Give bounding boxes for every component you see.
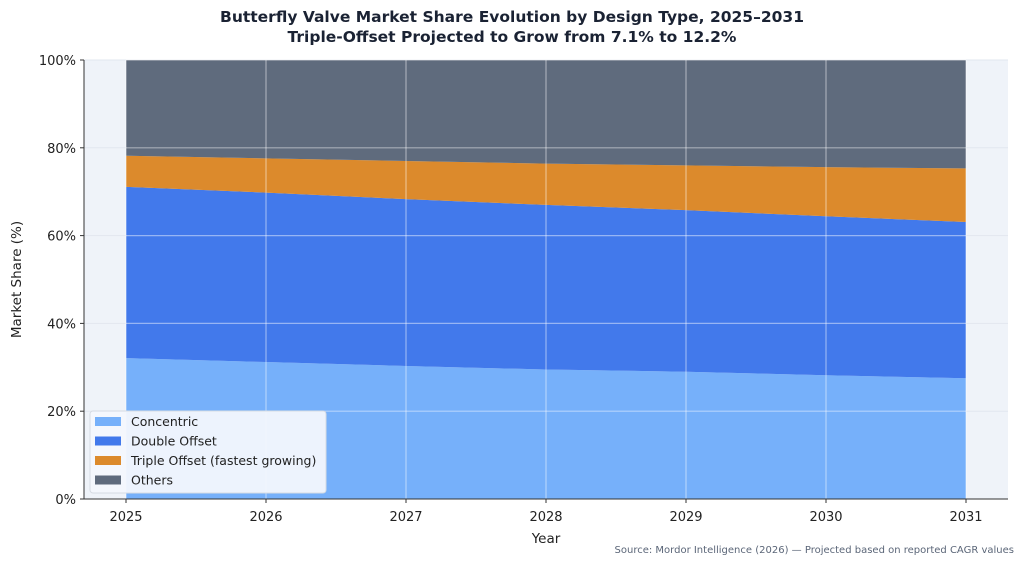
y-axis-label: Market Share (%) [9,221,25,338]
y-tick-label: 0% [55,493,76,508]
legend-label: Concentric [131,414,198,429]
area-others [126,60,966,169]
x-tick-label: 2029 [669,510,702,525]
legend-swatch [95,417,121,426]
legend-swatch [95,475,121,485]
source-note: Source: Mordor Intelligence (2026) — Pro… [614,545,1014,556]
chart-title: Butterfly Valve Market Share Evolution b… [220,8,804,26]
x-tick-label: 2026 [249,510,282,525]
x-tick-label: 2031 [949,510,982,525]
legend-swatch [95,456,121,465]
y-tick-label: 40% [47,317,76,332]
chart-subtitle: Triple-Offset Projected to Grow from 7.1… [287,28,737,46]
legend-label: Triple Offset (fastest growing) [130,453,316,468]
y-tick-label: 100% [39,54,76,69]
legend-box [89,410,327,494]
area-double-offset [126,186,966,379]
area-triple-offset-fastest-growing [126,155,966,222]
y-tick-label: 80% [47,142,76,157]
legend-label: Others [131,473,173,488]
legend-swatch [95,436,121,446]
x-tick-label: 2027 [389,510,422,525]
legend-label: Double Offset [131,434,217,449]
x-tick-label: 2030 [809,510,842,525]
area-concentric [126,358,966,499]
x-tick-label: 2025 [109,510,142,525]
y-tick-label: 60% [47,230,76,245]
x-axis-label: Year [531,531,561,547]
y-tick-label: 20% [47,405,76,420]
x-tick-label: 2028 [529,510,562,525]
